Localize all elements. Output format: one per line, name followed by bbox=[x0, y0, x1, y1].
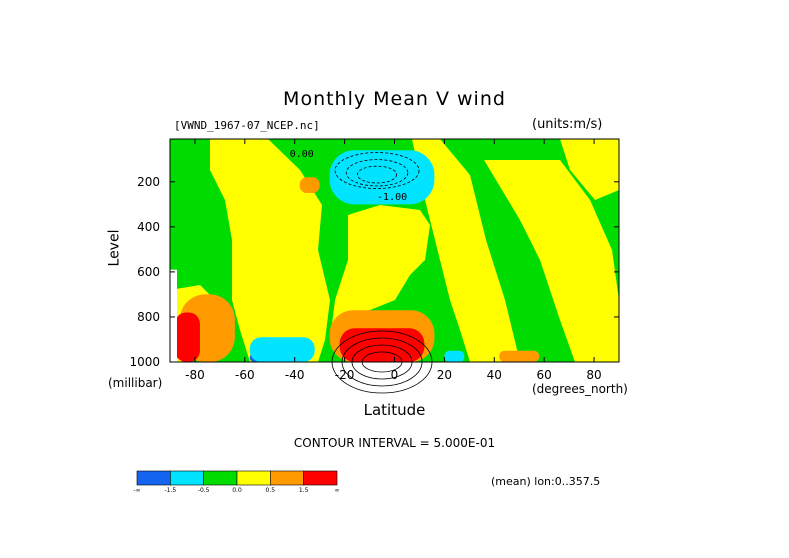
y-tick-label-3: 800 bbox=[137, 310, 160, 324]
plot-frame bbox=[169, 138, 620, 363]
field-region-2-3 bbox=[299, 177, 320, 194]
field-yellow-5 bbox=[170, 285, 215, 362]
field-region-1-1 bbox=[249, 337, 315, 362]
y-tick-label-1: 400 bbox=[137, 220, 160, 234]
x-axis-label: Latitude bbox=[363, 401, 426, 419]
colorbar-swatch-4 bbox=[270, 470, 304, 486]
field-region-2-0 bbox=[329, 310, 435, 362]
field-region-0-1 bbox=[249, 352, 275, 362]
colorbar-label-2: -0.5 bbox=[197, 487, 210, 494]
contour-pos-2 bbox=[341, 337, 423, 387]
field-yellow-4 bbox=[560, 139, 619, 200]
chart-title: Monthly Mean V wind bbox=[283, 88, 506, 110]
contour-label-0: 0.00 bbox=[290, 149, 314, 160]
x-tick-label-4: 0 bbox=[391, 368, 399, 382]
field-background bbox=[170, 139, 619, 362]
field-yellow-1 bbox=[330, 205, 430, 340]
field-region-0-0 bbox=[344, 161, 407, 191]
x-tick-label-7: 60 bbox=[537, 368, 552, 382]
field-yellow-0 bbox=[210, 139, 330, 362]
contour-pos-4 bbox=[361, 351, 403, 373]
contour-interval-label: CONTOUR INTERVAL = 5.000E-01 bbox=[293, 436, 496, 450]
x-tick-label-2: -40 bbox=[285, 368, 305, 382]
x-tick-label-3: -20 bbox=[335, 368, 355, 382]
y-axis-label: Level bbox=[106, 229, 123, 267]
x-tick-label-1: -60 bbox=[235, 368, 255, 382]
mean-longitude-label: (mean) lon:0..357.5 bbox=[491, 475, 601, 488]
contour-pos-3 bbox=[351, 344, 413, 380]
colorbar-label-1: -1.5 bbox=[164, 487, 177, 494]
field-yellow-2 bbox=[412, 139, 520, 362]
x-tick-label-0: -80 bbox=[185, 368, 205, 382]
field-region-3-0 bbox=[339, 328, 425, 362]
colorbar-label-5: 1.5 bbox=[298, 487, 309, 494]
colorbar-label-6: ∞ bbox=[334, 487, 340, 494]
colorbar-label-0: -∞ bbox=[133, 487, 141, 494]
field-region-1-2 bbox=[444, 350, 465, 362]
field-region-2-1 bbox=[179, 294, 235, 362]
field-yellow-3 bbox=[484, 160, 619, 362]
y-tick-label-0: 200 bbox=[137, 175, 160, 189]
field-region-2-2 bbox=[499, 350, 540, 362]
colorbar-swatch-3 bbox=[236, 470, 271, 486]
field-region-1-0 bbox=[329, 150, 435, 205]
y-tick-label-4: 1000 bbox=[129, 355, 160, 369]
dataset-label: [VWND_1967-07_NCEP.nc] bbox=[174, 119, 320, 132]
contour-neg-2 bbox=[357, 165, 398, 184]
contour-pos-1 bbox=[331, 330, 433, 394]
colorbar-swatch-1 bbox=[170, 470, 204, 486]
x-tick-label-6: 40 bbox=[487, 368, 502, 382]
contour-neg-0 bbox=[334, 152, 420, 189]
x-tick-label-8: 80 bbox=[586, 368, 601, 382]
colorbar-swatch-0 bbox=[136, 470, 171, 486]
contour-label-1: -1.00 bbox=[377, 192, 407, 203]
colorbar-swatch-2 bbox=[203, 470, 238, 486]
x-tick-label-5: 20 bbox=[437, 368, 452, 382]
y-axis-unit: (millibar) bbox=[108, 376, 163, 390]
colorbar-swatch-5 bbox=[303, 470, 338, 486]
colorbar-label-3: 0.0 bbox=[232, 487, 242, 494]
y-tick-label-2: 600 bbox=[137, 265, 160, 279]
field-region-3-1 bbox=[174, 312, 200, 362]
x-axis-unit: (degrees_north) bbox=[532, 382, 628, 396]
units-label: (units:m/s) bbox=[532, 117, 603, 132]
missing-data-area bbox=[170, 269, 177, 362]
colorbar-label-4: 0.5 bbox=[265, 487, 276, 494]
contour-neg-1 bbox=[345, 159, 409, 187]
